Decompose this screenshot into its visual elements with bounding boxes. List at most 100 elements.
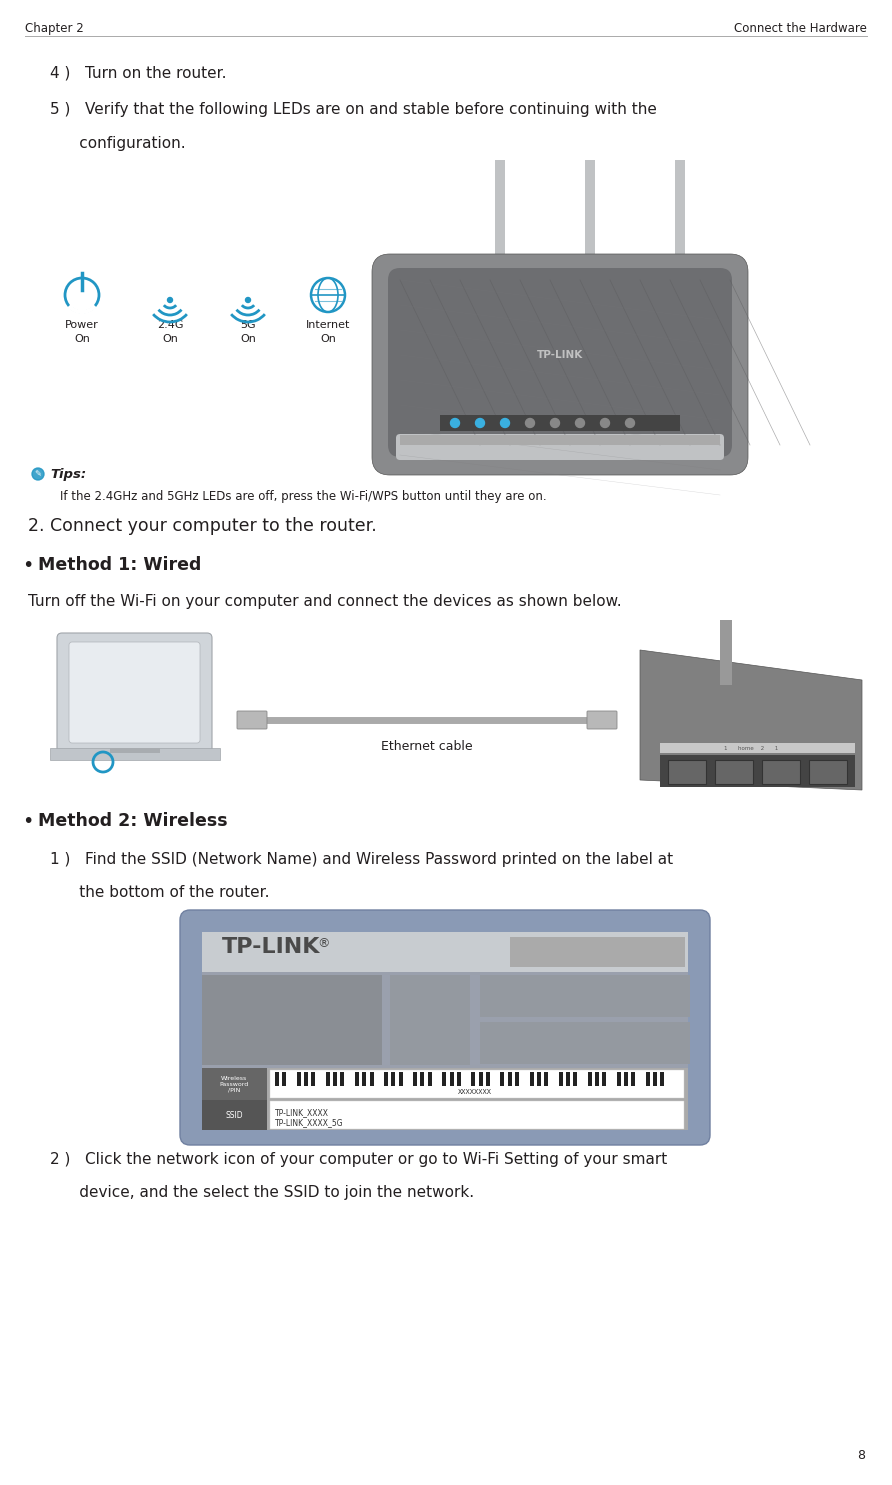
Polygon shape	[640, 650, 862, 790]
Bar	[646, 1072, 650, 1086]
Bar	[660, 754, 855, 787]
Text: ✎: ✎	[35, 469, 42, 478]
Text: 4 )   Turn on the router.: 4 ) Turn on the router.	[50, 65, 227, 80]
Text: 1      home    2      1: 1 home 2 1	[724, 745, 778, 750]
Text: Connect the Hardware: Connect the Hardware	[734, 22, 867, 36]
Text: 8: 8	[857, 1449, 865, 1463]
Bar	[632, 1072, 635, 1086]
Text: Wireless
Password
/PIN: Wireless Password /PIN	[219, 1075, 249, 1093]
Bar	[369, 1072, 374, 1086]
Bar	[500, 1072, 505, 1086]
Circle shape	[32, 468, 44, 480]
Bar	[270, 1100, 684, 1129]
Bar	[510, 937, 685, 967]
Text: configuration.: configuration.	[50, 137, 186, 151]
Bar	[413, 1072, 417, 1086]
Circle shape	[575, 419, 584, 428]
Text: TP-LINK_XXXX_5G: TP-LINK_XXXX_5G	[275, 1118, 343, 1127]
Bar	[809, 760, 847, 784]
Bar	[530, 1072, 533, 1086]
Bar	[282, 1072, 286, 1086]
FancyBboxPatch shape	[388, 267, 732, 457]
Bar	[566, 1072, 570, 1086]
Circle shape	[450, 419, 459, 428]
Bar	[720, 621, 732, 685]
Circle shape	[500, 419, 509, 428]
Text: ®: ®	[317, 937, 329, 950]
Bar	[624, 1072, 628, 1086]
Bar	[574, 1072, 577, 1086]
Circle shape	[245, 297, 251, 303]
FancyBboxPatch shape	[57, 633, 212, 753]
Text: •: •	[22, 555, 33, 575]
Bar	[653, 1072, 657, 1086]
Text: 5 )   Verify that the following LEDs are on and stable before continuing with th: 5 ) Verify that the following LEDs are o…	[50, 102, 657, 117]
Text: TP-LINK: TP-LINK	[537, 350, 583, 359]
Circle shape	[625, 419, 634, 428]
Text: 1 )   Find the SSID (Network Name) and Wireless Password printed on the label at: 1 ) Find the SSID (Network Name) and Wir…	[50, 852, 673, 867]
Bar	[558, 1072, 563, 1086]
Circle shape	[550, 419, 559, 428]
Bar	[297, 1072, 301, 1086]
FancyBboxPatch shape	[396, 434, 724, 460]
Text: On: On	[162, 334, 178, 345]
Text: On: On	[240, 334, 256, 345]
Bar	[390, 976, 470, 1065]
Bar	[399, 1072, 402, 1086]
Bar	[675, 160, 685, 275]
Bar	[440, 414, 680, 431]
Bar	[515, 1072, 519, 1086]
Bar	[442, 1072, 446, 1086]
Bar	[326, 1072, 330, 1086]
Bar	[392, 1072, 395, 1086]
Text: 2.4G: 2.4G	[157, 319, 183, 330]
Bar	[595, 1072, 599, 1086]
Bar	[202, 1068, 267, 1100]
Text: XXXXXXXX: XXXXXXXX	[458, 1089, 492, 1094]
Bar	[202, 933, 688, 1123]
Text: On: On	[74, 334, 90, 345]
Bar	[202, 1100, 688, 1130]
Bar	[341, 1072, 344, 1086]
Text: On: On	[320, 334, 336, 345]
Text: •: •	[22, 812, 33, 832]
Text: Turn off the Wi-Fi on your computer and connect the devices as shown below.: Turn off the Wi-Fi on your computer and …	[28, 594, 622, 609]
Bar	[480, 976, 690, 1017]
FancyBboxPatch shape	[180, 910, 710, 1145]
FancyBboxPatch shape	[237, 711, 267, 729]
FancyBboxPatch shape	[69, 642, 200, 742]
Text: Chapter 2: Chapter 2	[25, 22, 84, 36]
Bar	[428, 1072, 432, 1086]
FancyBboxPatch shape	[587, 711, 617, 729]
Bar	[202, 1100, 267, 1130]
Bar	[457, 1072, 461, 1086]
Text: Internet: Internet	[306, 319, 351, 330]
Bar	[304, 1072, 308, 1086]
Bar	[420, 1072, 425, 1086]
Text: 2 )   Click the network icon of your computer or go to Wi-Fi Setting of your sma: 2 ) Click the network icon of your compu…	[50, 1152, 667, 1167]
Bar	[479, 1072, 483, 1086]
Bar	[275, 1072, 279, 1086]
Bar	[471, 1072, 475, 1086]
Circle shape	[168, 297, 172, 303]
Bar	[270, 1071, 684, 1097]
Text: 2. Connect your computer to the router.: 2. Connect your computer to the router.	[28, 517, 376, 535]
Circle shape	[475, 419, 484, 428]
Bar	[355, 1072, 359, 1086]
Text: the bottom of the router.: the bottom of the router.	[50, 885, 269, 900]
Bar	[486, 1072, 490, 1086]
Bar	[384, 1072, 388, 1086]
Bar	[660, 1072, 665, 1086]
Circle shape	[525, 419, 534, 428]
Text: Ethernet cable: Ethernet cable	[381, 740, 473, 753]
Text: 5G: 5G	[240, 319, 256, 330]
Bar	[311, 1072, 316, 1086]
Bar	[495, 160, 505, 275]
Bar	[617, 1072, 621, 1086]
Bar	[668, 760, 706, 784]
Bar	[508, 1072, 512, 1086]
Bar	[400, 435, 720, 445]
Bar	[362, 1072, 367, 1086]
Bar	[660, 742, 855, 753]
Bar	[50, 748, 220, 760]
